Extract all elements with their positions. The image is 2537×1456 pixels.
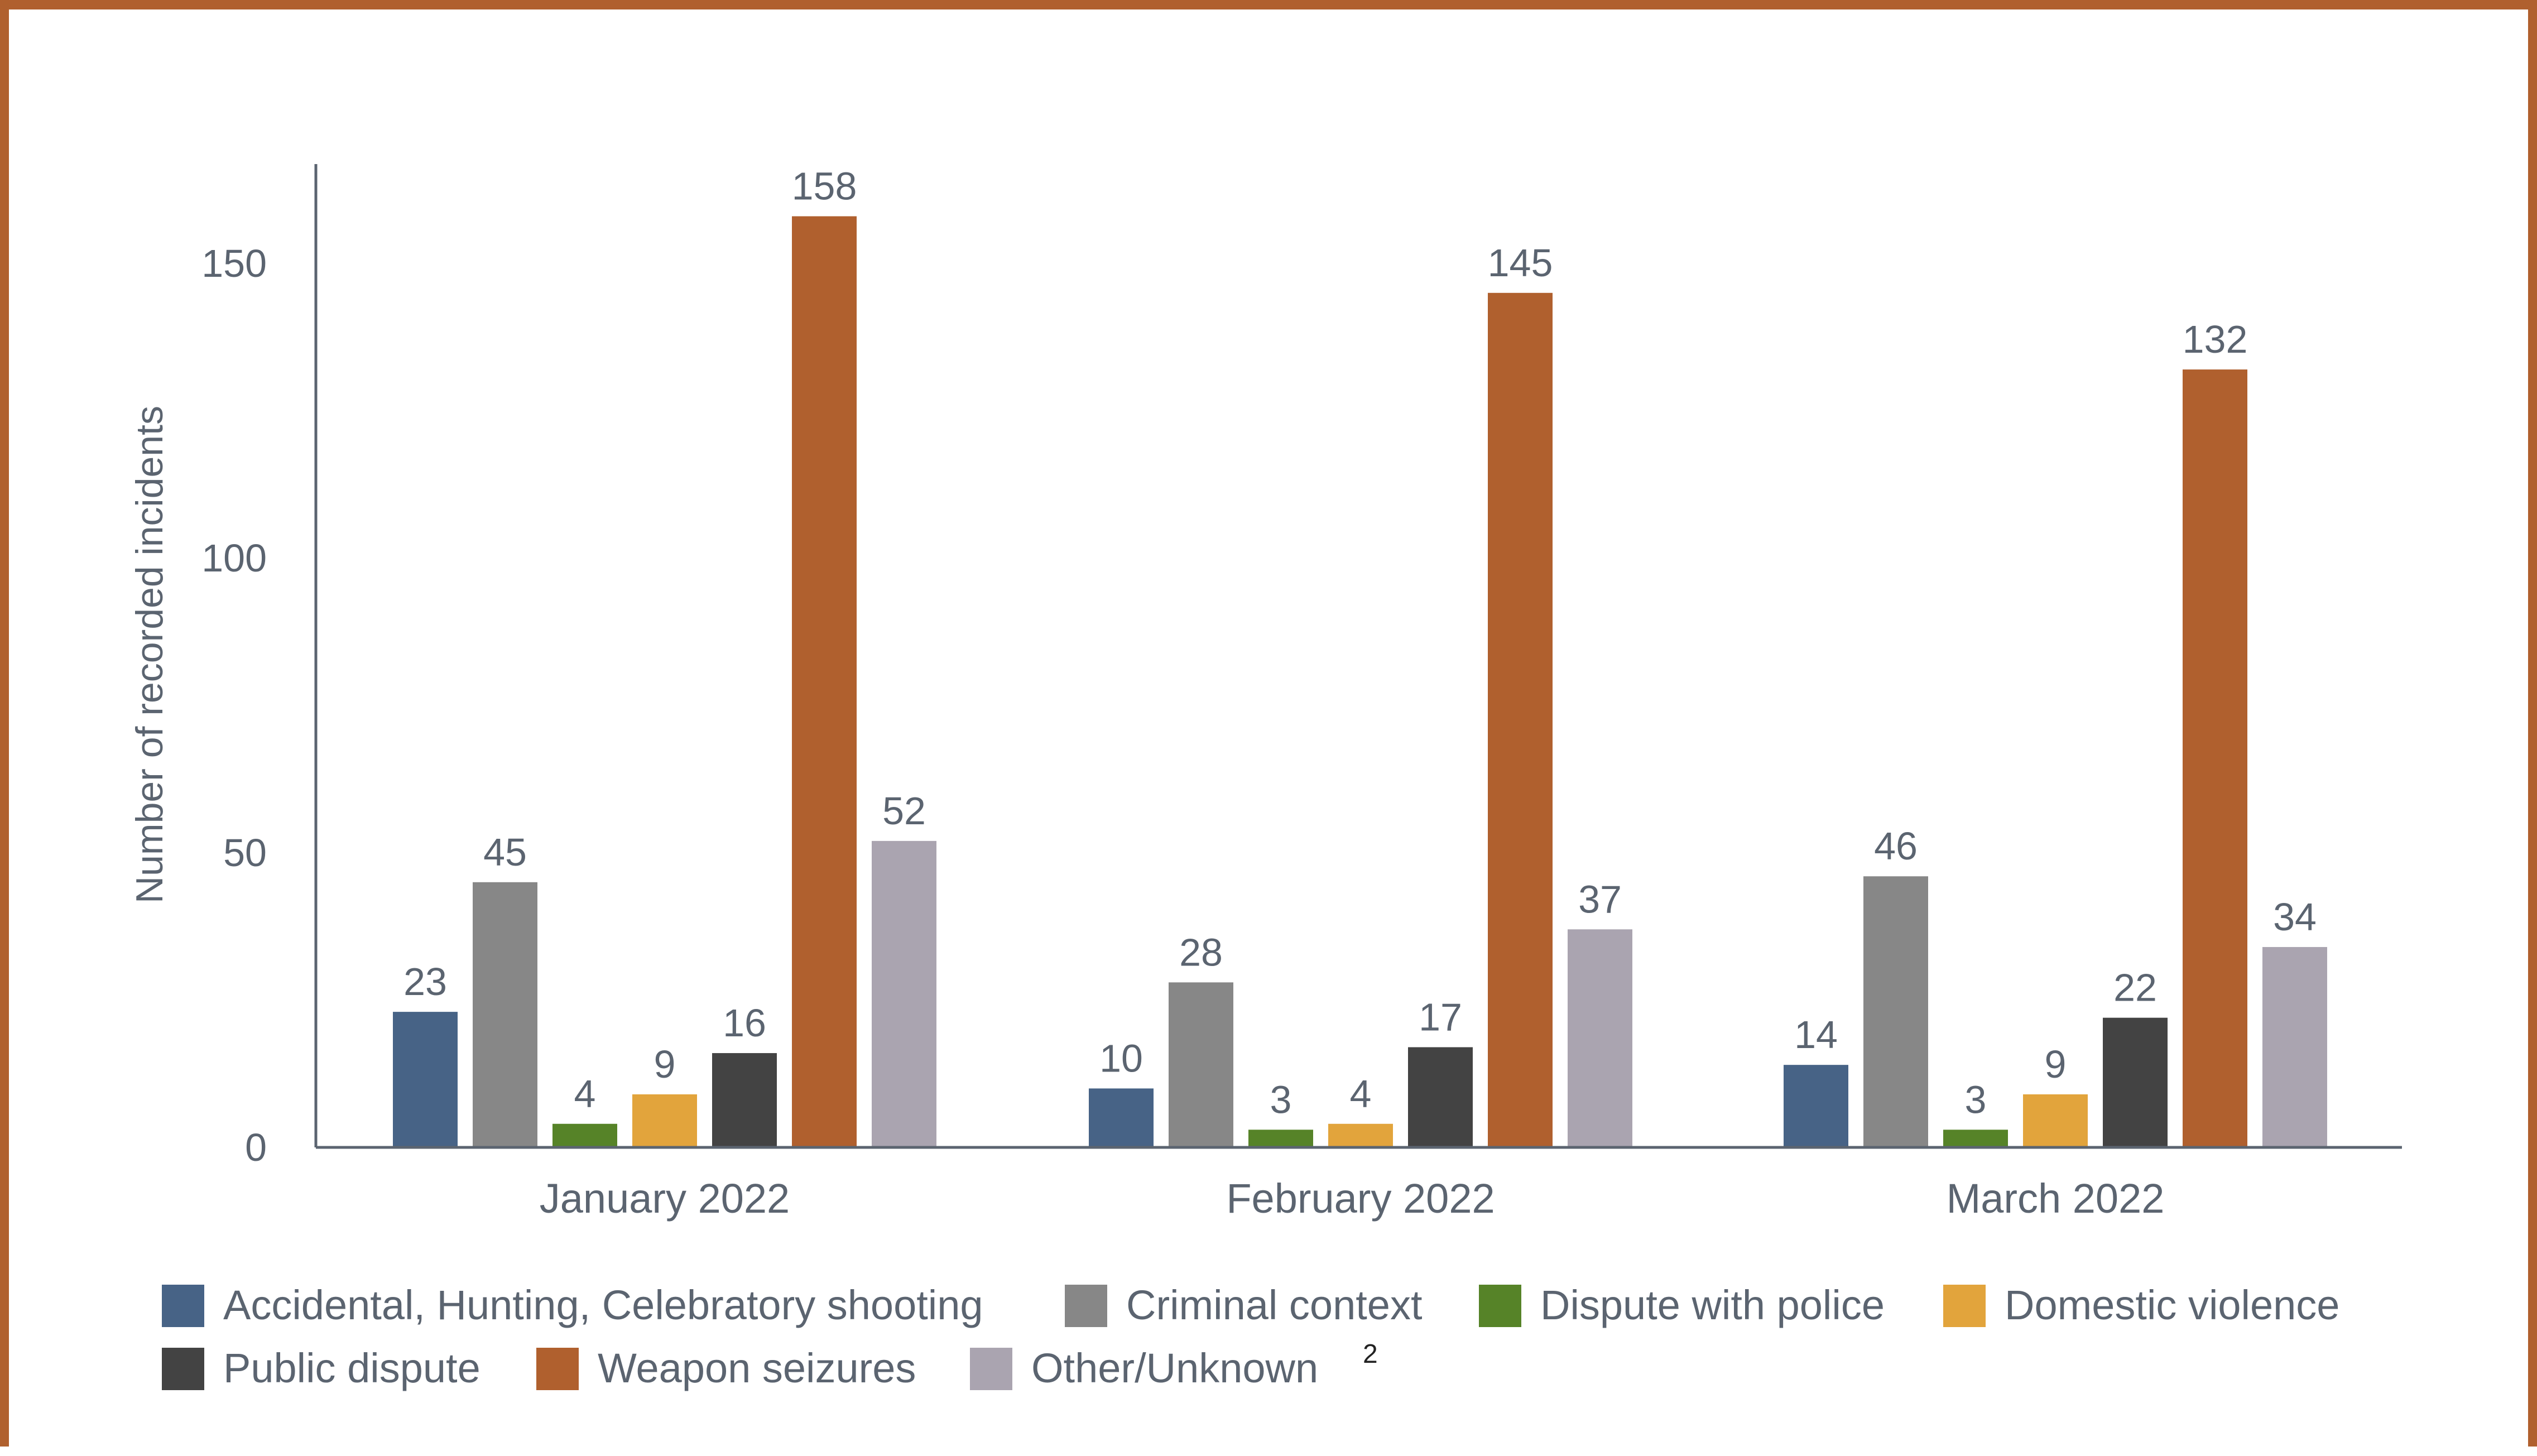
legend-swatch <box>1943 1285 1986 1327</box>
data-label: 14 <box>1794 1013 1838 1056</box>
legend: Accidental, Hunting, Celebratory shootin… <box>162 1282 2339 1391</box>
data-label: 158 <box>792 165 857 208</box>
legend-label: Accidental, Hunting, Celebratory shootin… <box>223 1282 983 1328</box>
series-domestic-violence: 9 4 9 <box>632 1042 2088 1147</box>
data-label: 145 <box>1488 241 1553 285</box>
bar-other-unknown-january-2022 <box>872 840 936 1147</box>
legend-item-other-unknown: Other/Unknown 2 <box>970 1339 1378 1391</box>
y-tick-label: 100 <box>201 536 267 580</box>
bar-weapon-seizures-january-2022 <box>792 216 857 1147</box>
data-label: 23 <box>403 960 447 1003</box>
legend-swatch <box>162 1348 204 1390</box>
y-axis-label: Number of recorded incidents <box>128 406 171 904</box>
data-label: 3 <box>1270 1078 1292 1121</box>
y-tick-label: 0 <box>245 1126 267 1169</box>
legend-swatch <box>970 1348 1012 1390</box>
data-label: 34 <box>2273 895 2317 939</box>
data-label: 4 <box>1350 1072 1372 1116</box>
legend-swatch <box>162 1285 204 1327</box>
legend-item-dispute-with-police: Dispute with police <box>1479 1282 1885 1328</box>
legend-item-domestic-violence: Domestic violence <box>1943 1282 2339 1328</box>
bar-dispute-with-police-february-2022 <box>1248 1130 1313 1147</box>
data-label: 132 <box>2183 318 2248 361</box>
data-label: 28 <box>1179 930 1223 974</box>
legend-footnote: 2 <box>1363 1339 1378 1369</box>
legend-item-accidental-hunting-celebratory-shooting: Accidental, Hunting, Celebratory shootin… <box>162 1282 983 1328</box>
bar-weapon-seizures-march-2022 <box>2183 369 2247 1147</box>
data-label: 9 <box>2045 1042 2067 1086</box>
bar-accidental-hunting-celebratory-shooting-march-2022 <box>1784 1065 1848 1147</box>
bar-public-dispute-january-2022 <box>712 1053 777 1147</box>
bar-public-dispute-march-2022 <box>2103 1017 2168 1147</box>
data-label: 16 <box>723 1001 766 1045</box>
legend-label: Criminal context <box>1126 1282 1423 1328</box>
bar-dispute-with-police-january-2022 <box>552 1123 617 1147</box>
bar-other-unknown-february-2022 <box>1568 929 1632 1147</box>
series-criminal-context: 45 28 46 <box>473 824 1928 1147</box>
data-label: 45 <box>483 830 527 874</box>
x-tick-label: March 2022 <box>1947 1175 2165 1222</box>
bar-weapon-seizures-february-2022 <box>1488 292 1553 1147</box>
data-label: 17 <box>1419 995 1462 1039</box>
bar-accidental-hunting-celebratory-shooting-february-2022 <box>1089 1088 1154 1147</box>
legend-label: Dispute with police <box>1540 1282 1885 1328</box>
legend-swatch <box>1065 1285 1107 1327</box>
series-accidental-hunting-celebratory-shooting: 23 10 14 <box>393 960 1848 1147</box>
data-label: 22 <box>2113 966 2157 1010</box>
bar-dispute-with-police-march-2022 <box>1943 1130 2008 1147</box>
legend-label: Weapon seizures <box>598 1345 916 1391</box>
series-weapon-seizures: 158 145 132 <box>792 165 2248 1147</box>
legend-item-weapon-seizures: Weapon seizures <box>536 1345 916 1391</box>
data-label: 9 <box>654 1042 676 1086</box>
data-label: 52 <box>882 789 926 833</box>
legend-swatch <box>1479 1285 1521 1327</box>
bar-public-dispute-february-2022 <box>1408 1047 1473 1147</box>
bar-accidental-hunting-celebratory-shooting-january-2022 <box>393 1012 458 1147</box>
bar-criminal-context-march-2022 <box>1863 876 1928 1147</box>
data-label: 46 <box>1874 824 1918 868</box>
x-tick-label: February 2022 <box>1226 1175 1495 1222</box>
y-tick-label: 150 <box>201 242 267 285</box>
bar-domestic-violence-march-2022 <box>2023 1094 2088 1147</box>
bar-domestic-violence-february-2022 <box>1328 1123 1393 1147</box>
legend-label: Public dispute <box>223 1345 481 1391</box>
bar-criminal-context-january-2022 <box>473 882 537 1147</box>
legend-label: Domestic violence <box>2005 1282 2339 1328</box>
data-label: 37 <box>1578 877 1622 921</box>
x-tick-label: January 2022 <box>540 1175 790 1222</box>
legend-swatch <box>536 1348 579 1390</box>
legend-item-criminal-context: Criminal context <box>1065 1282 1423 1328</box>
bar-domestic-violence-january-2022 <box>632 1094 697 1147</box>
legend-label: Other/Unknown <box>1031 1345 1318 1391</box>
series-dispute-with-police: 4 3 3 <box>552 1072 2008 1147</box>
y-tick-label: 50 <box>223 831 267 874</box>
legend-item-public-dispute: Public dispute <box>162 1345 481 1391</box>
data-label: 4 <box>574 1072 596 1116</box>
series-public-dispute: 16 17 22 <box>712 966 2168 1147</box>
data-label: 3 <box>1965 1078 1987 1121</box>
bar-criminal-context-february-2022 <box>1169 982 1233 1147</box>
bar-other-unknown-march-2022 <box>2262 946 2327 1147</box>
data-label: 10 <box>1099 1036 1143 1080</box>
